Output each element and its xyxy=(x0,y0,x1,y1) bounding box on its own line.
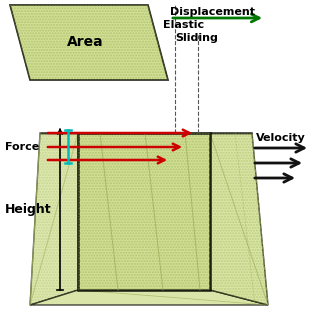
Text: Height: Height xyxy=(5,204,52,217)
Polygon shape xyxy=(210,133,268,305)
Text: Displacement: Displacement xyxy=(170,7,255,17)
Polygon shape xyxy=(30,290,268,305)
Text: Area: Area xyxy=(67,35,103,49)
Polygon shape xyxy=(78,133,210,290)
Text: Sliding: Sliding xyxy=(175,33,218,43)
Polygon shape xyxy=(30,133,78,305)
Text: Velocity: Velocity xyxy=(256,133,306,143)
Polygon shape xyxy=(10,5,168,80)
Text: Force: Force xyxy=(5,142,39,152)
Text: Elastic: Elastic xyxy=(163,20,204,30)
